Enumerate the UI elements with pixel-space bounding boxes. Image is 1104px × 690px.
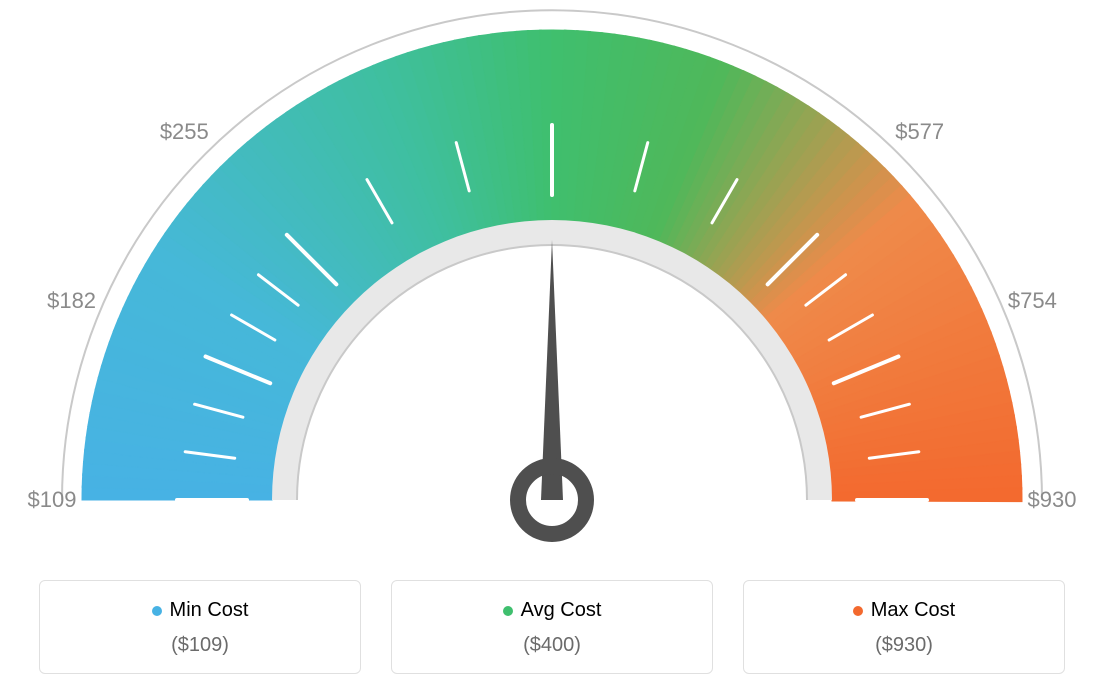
- legend-label-min: Min Cost: [170, 599, 249, 622]
- dot-min: [152, 606, 162, 616]
- tick-label: $109: [28, 487, 77, 513]
- legend-value-avg: ($400): [402, 634, 702, 657]
- dot-max: [853, 606, 863, 616]
- legend-value-min: ($109): [50, 634, 350, 657]
- tick-label: $182: [47, 288, 96, 314]
- legend-label-avg: Avg Cost: [521, 599, 602, 622]
- legend-box-avg: Avg Cost ($400): [391, 580, 713, 674]
- tick-label: $930: [1028, 487, 1077, 513]
- legend-box-min: Min Cost ($109): [39, 580, 361, 674]
- tick-label: $754: [1008, 288, 1057, 314]
- tick-label: $577: [895, 119, 944, 145]
- gauge-svg: [0, 0, 1104, 570]
- dot-avg: [503, 606, 513, 616]
- legend-title-max: Max Cost: [853, 599, 955, 622]
- tick-label: $255: [160, 119, 209, 145]
- cost-gauge-container: $109$182$255$400$577$754$930 Min Cost ($…: [0, 0, 1104, 690]
- legend-box-max: Max Cost ($930): [743, 580, 1065, 674]
- legend-title-avg: Avg Cost: [503, 599, 602, 622]
- legend-title-min: Min Cost: [152, 599, 249, 622]
- gauge-chart: $109$182$255$400$577$754$930: [0, 0, 1104, 570]
- legend-label-max: Max Cost: [871, 599, 955, 622]
- legend-row: Min Cost ($109) Avg Cost ($400) Max Cost…: [0, 580, 1104, 674]
- legend-value-max: ($930): [754, 634, 1054, 657]
